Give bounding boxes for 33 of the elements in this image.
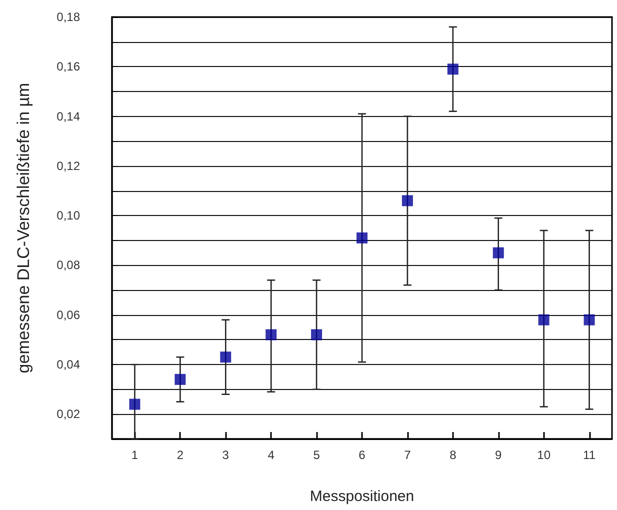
point xyxy=(538,314,550,326)
y-tick-label: 0,14 xyxy=(56,109,80,124)
point xyxy=(584,314,595,326)
y-tick-label: 0,16 xyxy=(56,60,80,74)
y-axis-title: gemessene DLC-Verschleißtiefe in µm xyxy=(14,82,33,374)
x-tick-label: 6 xyxy=(358,448,366,462)
y-tick-label: 0,06 xyxy=(56,308,80,322)
point xyxy=(220,352,232,363)
x-axis-title: Messpositionen xyxy=(310,488,414,505)
point xyxy=(356,232,368,244)
x-tick-label: 1 xyxy=(131,448,138,462)
point xyxy=(266,329,277,340)
y-tick-label: 0,12 xyxy=(56,158,80,173)
x-tick-label: 3 xyxy=(222,448,230,462)
y-tick-label: 0,18 xyxy=(56,10,80,24)
x-tick-label: 10 xyxy=(537,448,551,462)
y-tick-label: 0,08 xyxy=(56,258,80,272)
point xyxy=(174,374,186,385)
x-tick-label: 5 xyxy=(313,448,320,462)
point xyxy=(311,329,322,340)
x-tick-label: 4 xyxy=(268,448,275,462)
y-tick-label: 0,02 xyxy=(56,407,80,422)
point xyxy=(402,195,413,206)
x-tick-label: 7 xyxy=(404,448,412,462)
x-tick-label: 8 xyxy=(450,448,457,462)
y-tick-label: 0,04 xyxy=(56,358,80,372)
x-tick-label: 2 xyxy=(176,448,184,462)
y-tick-label: 0,10 xyxy=(56,208,80,223)
point xyxy=(129,398,140,410)
x-tick-label: 9 xyxy=(495,448,502,462)
point xyxy=(447,64,458,75)
point xyxy=(492,247,504,258)
x-tick-label: 11 xyxy=(583,448,596,462)
